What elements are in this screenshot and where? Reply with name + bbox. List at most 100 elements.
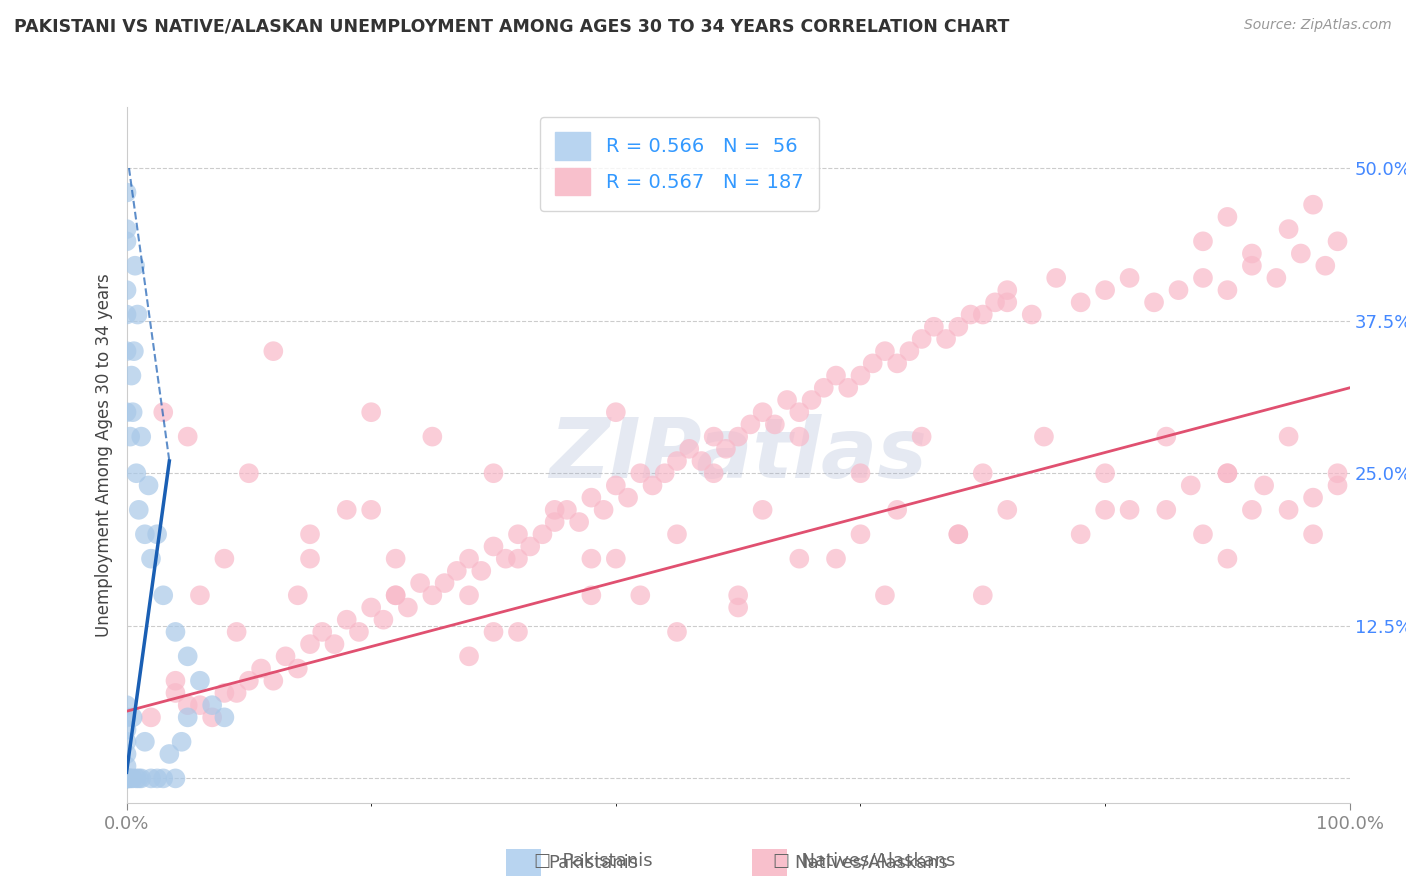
Point bbox=[581, 551, 603, 566]
Point bbox=[873, 344, 896, 359]
Point bbox=[995, 283, 1018, 297]
Point bbox=[886, 356, 908, 370]
Point bbox=[922, 319, 945, 334]
Point bbox=[124, 259, 146, 273]
Point bbox=[115, 723, 138, 737]
Point bbox=[225, 686, 247, 700]
Point bbox=[825, 368, 848, 383]
Point bbox=[886, 503, 908, 517]
Point bbox=[543, 515, 565, 529]
Point bbox=[825, 551, 848, 566]
Point bbox=[287, 588, 309, 602]
Point bbox=[849, 368, 872, 383]
Point bbox=[1180, 478, 1202, 492]
Point bbox=[1253, 478, 1275, 492]
Point bbox=[128, 772, 150, 786]
Point bbox=[347, 624, 370, 639]
Point bbox=[1118, 503, 1140, 517]
Point bbox=[125, 467, 148, 481]
Point bbox=[458, 588, 481, 602]
Point bbox=[299, 637, 322, 651]
Point bbox=[238, 673, 260, 688]
Point bbox=[122, 344, 145, 359]
Point bbox=[139, 551, 162, 566]
Point bbox=[115, 772, 138, 786]
Point bbox=[1326, 235, 1348, 249]
Point bbox=[115, 772, 138, 786]
Point bbox=[1033, 429, 1056, 443]
Point bbox=[115, 186, 138, 200]
Point bbox=[470, 564, 492, 578]
Point bbox=[120, 772, 142, 786]
Point bbox=[396, 600, 419, 615]
Point bbox=[1156, 503, 1178, 517]
Point bbox=[152, 772, 174, 786]
Point bbox=[129, 429, 152, 443]
Point bbox=[506, 624, 529, 639]
Point bbox=[360, 503, 382, 517]
Point bbox=[384, 588, 406, 602]
Point bbox=[121, 710, 143, 724]
Point bbox=[127, 308, 149, 322]
Point bbox=[531, 527, 554, 541]
Point bbox=[446, 564, 468, 578]
Point bbox=[115, 759, 138, 773]
Point bbox=[336, 613, 359, 627]
Point bbox=[959, 308, 981, 322]
Point bbox=[849, 467, 872, 481]
Point bbox=[1302, 527, 1324, 541]
Point bbox=[506, 551, 529, 566]
Point bbox=[911, 332, 934, 346]
Point bbox=[714, 442, 737, 456]
Point bbox=[605, 551, 627, 566]
Point bbox=[287, 661, 309, 675]
Point bbox=[727, 429, 749, 443]
Point bbox=[482, 540, 505, 554]
Point bbox=[972, 308, 994, 322]
Point bbox=[519, 540, 541, 554]
Point bbox=[849, 527, 872, 541]
Legend: R = 0.566   N =  56, R = 0.567   N = 187: R = 0.566 N = 56, R = 0.567 N = 187 bbox=[540, 117, 820, 211]
Text: Natives/Alaskans: Natives/Alaskans bbox=[794, 854, 948, 871]
Point bbox=[995, 295, 1018, 310]
Point bbox=[165, 772, 187, 786]
Point bbox=[1216, 210, 1239, 224]
Point bbox=[948, 527, 970, 541]
Point bbox=[482, 467, 505, 481]
Point bbox=[117, 772, 139, 786]
Text: □  Natives/Alaskans: □ Natives/Alaskans bbox=[773, 852, 956, 870]
Point bbox=[1156, 429, 1178, 443]
Point bbox=[115, 698, 138, 713]
Point bbox=[1216, 283, 1239, 297]
Point bbox=[1302, 491, 1324, 505]
Point bbox=[134, 527, 156, 541]
Point bbox=[605, 405, 627, 419]
Point bbox=[948, 319, 970, 334]
Point bbox=[146, 772, 169, 786]
Point bbox=[787, 429, 810, 443]
Point bbox=[1118, 271, 1140, 285]
Point bbox=[373, 613, 395, 627]
Point bbox=[115, 283, 138, 297]
Point bbox=[1277, 429, 1299, 443]
Point bbox=[323, 637, 346, 651]
Point bbox=[299, 551, 322, 566]
Point bbox=[422, 429, 444, 443]
Point bbox=[177, 698, 200, 713]
Point bbox=[115, 772, 138, 786]
Point bbox=[703, 467, 725, 481]
Point bbox=[115, 405, 138, 419]
Point bbox=[666, 454, 689, 468]
Point bbox=[1167, 283, 1189, 297]
Point bbox=[177, 710, 200, 724]
Point bbox=[1216, 551, 1239, 566]
Point bbox=[1070, 295, 1092, 310]
Point bbox=[433, 576, 456, 591]
Point bbox=[115, 772, 138, 786]
Point bbox=[1192, 271, 1215, 285]
Point bbox=[862, 356, 884, 370]
Point bbox=[1240, 259, 1263, 273]
Point bbox=[336, 503, 359, 517]
Point bbox=[384, 551, 406, 566]
Point bbox=[751, 405, 773, 419]
